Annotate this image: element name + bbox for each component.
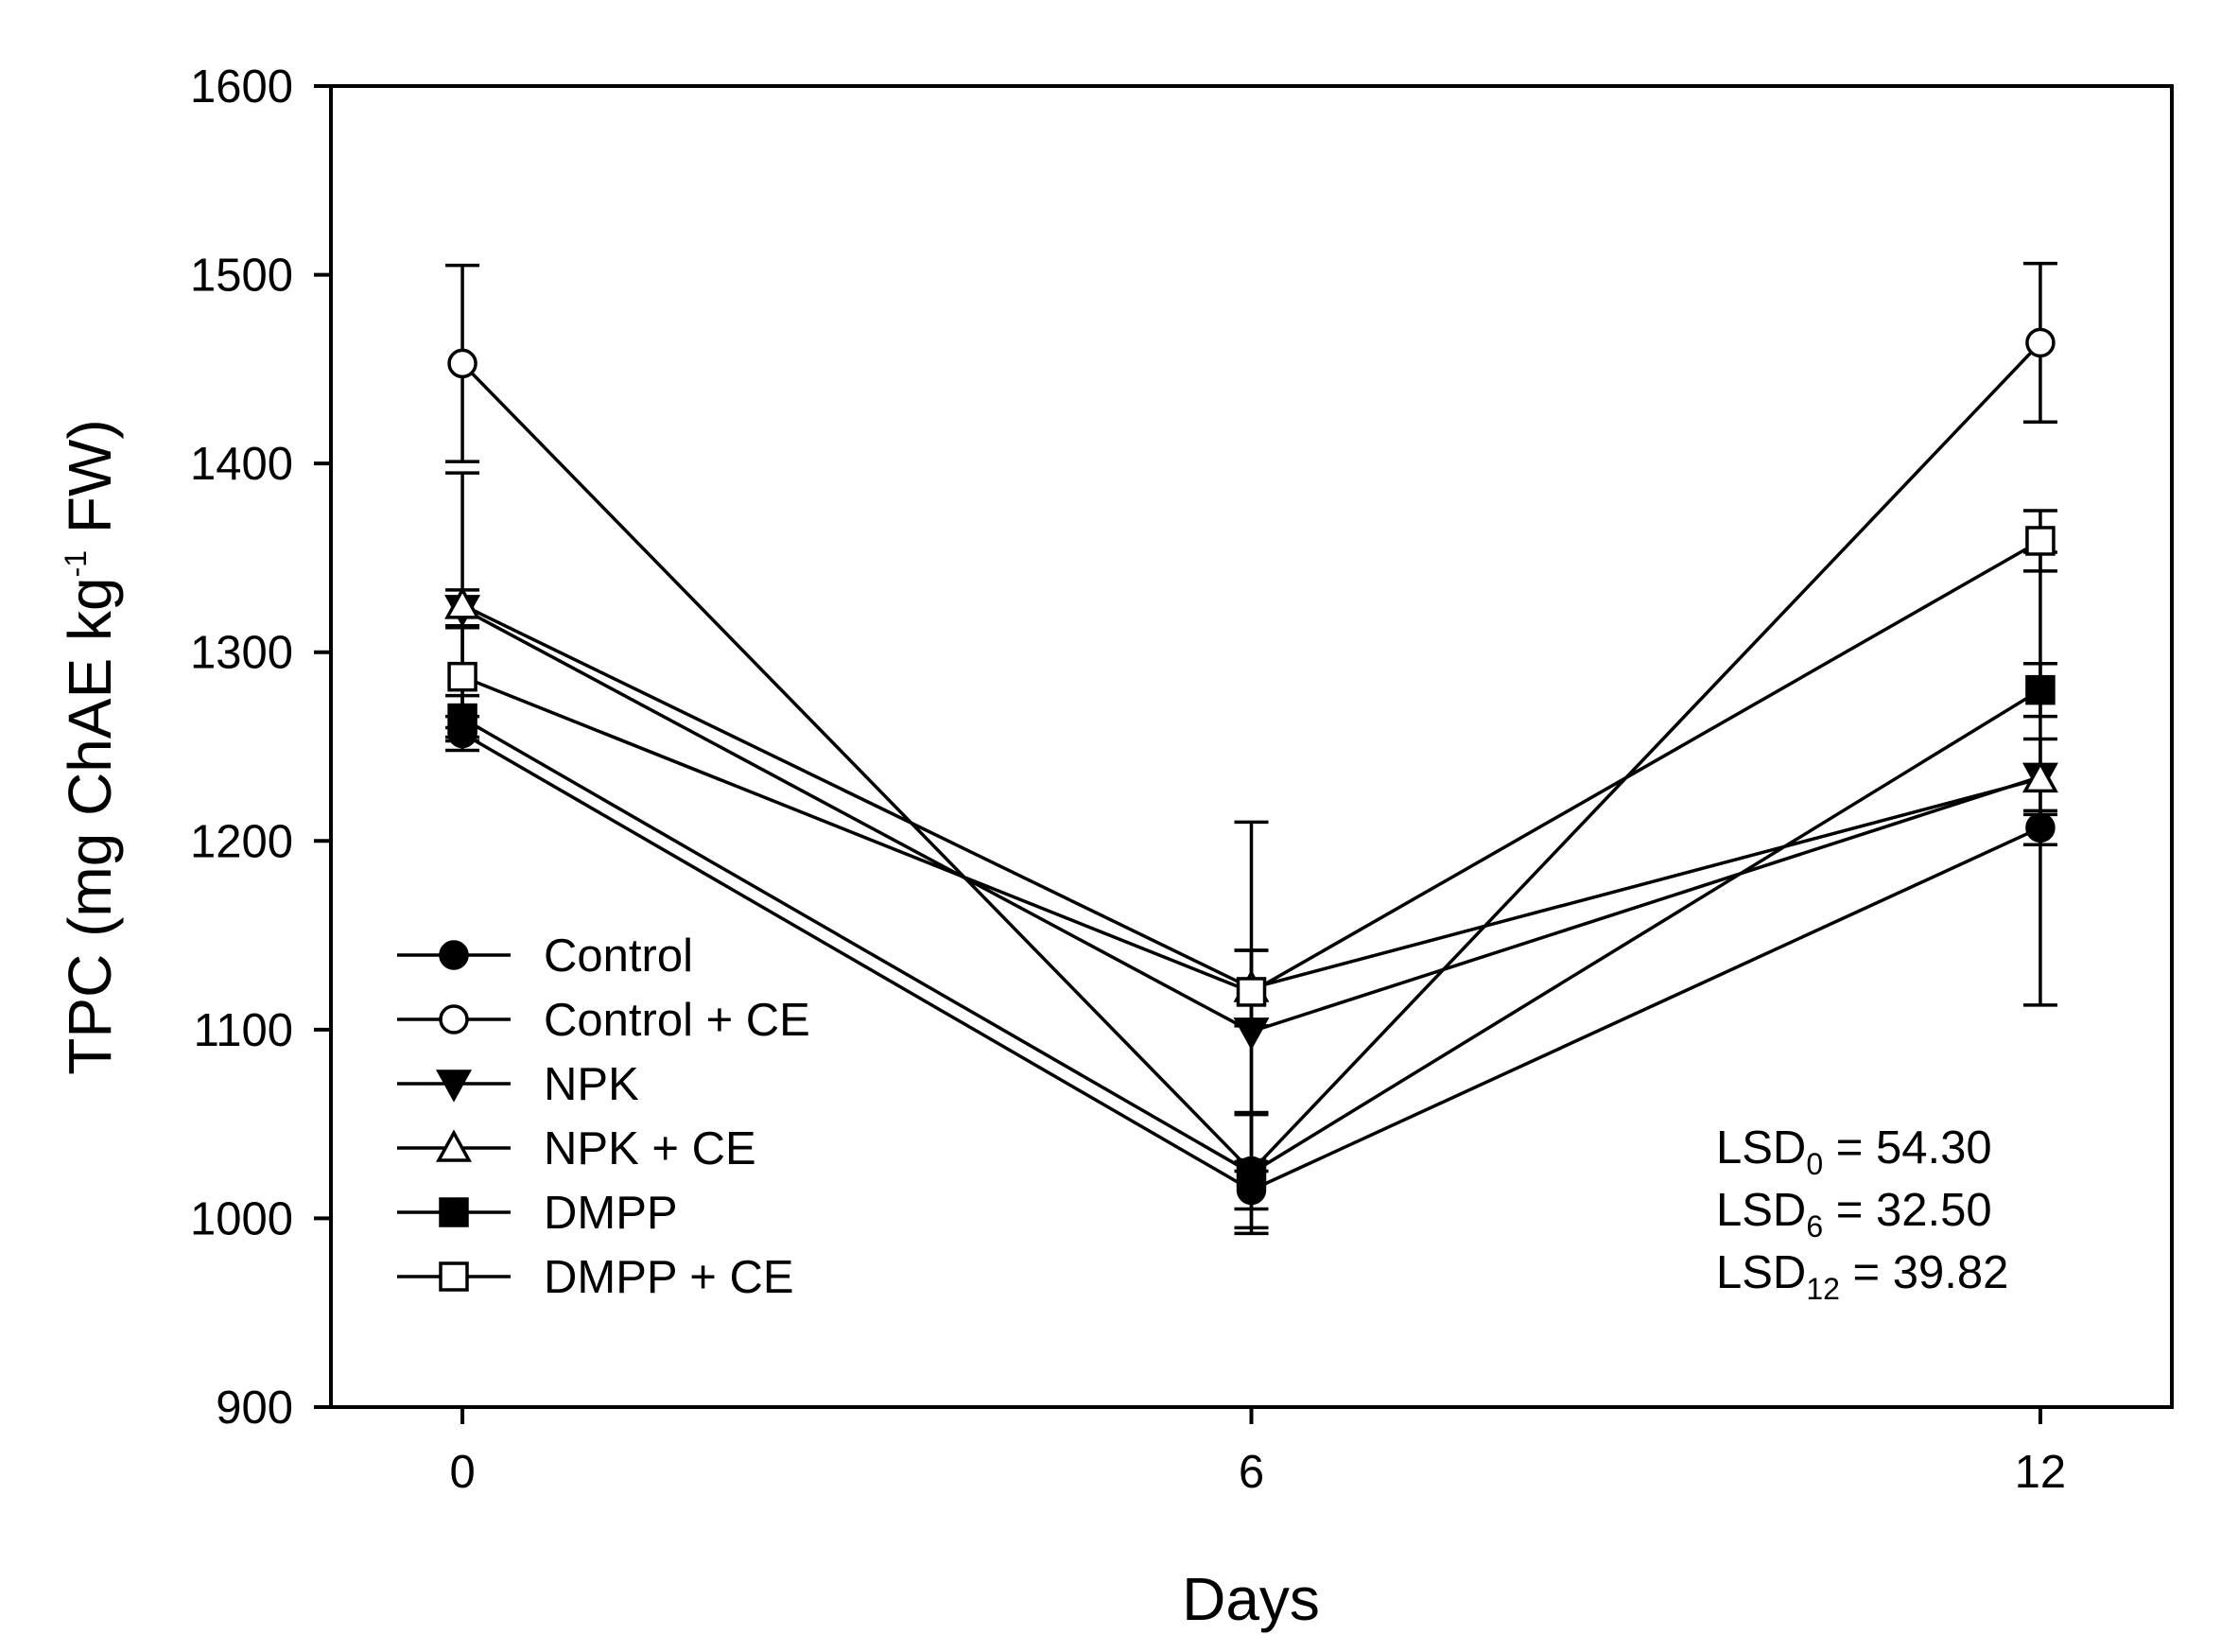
- legend-label: NPK: [544, 1059, 639, 1110]
- x-axis-ticks: 0 6 12: [449, 1407, 2066, 1498]
- legend-marker: [436, 1069, 472, 1103]
- y-tick-label: 1600: [190, 61, 293, 113]
- lsd-annotation: LSD12 = 39.82: [1716, 1247, 2008, 1306]
- y-tick-label: 1000: [190, 1193, 293, 1244]
- y-tick-label: 1500: [190, 251, 293, 302]
- data-point: [447, 703, 477, 734]
- data-point: [2025, 812, 2056, 843]
- legend-label: NPK + CE: [544, 1123, 756, 1174]
- series-markers: [444, 327, 2058, 1206]
- data-point: [444, 586, 481, 619]
- data-point: [2021, 759, 2058, 793]
- data-point: [2025, 526, 2056, 556]
- legend: Control Control + CE NPK NPK + CE DMPP DMPP +…: [397, 930, 810, 1303]
- y-axis-title-main: TPC (mg ChAE kg: [56, 577, 124, 1074]
- legend-label: Control: [544, 930, 693, 982]
- data-point: [1236, 1157, 1267, 1189]
- y-tick-label: 1300: [190, 628, 293, 679]
- lsd-annotations: LSD0 = 54.30 LSD6 = 32.50 LSD12 = 39.82: [1716, 1122, 2008, 1306]
- legend-marker: [439, 940, 469, 970]
- legend-marker: [439, 1004, 469, 1035]
- y-tick-label: 1400: [190, 439, 293, 490]
- y-axis-title: TPC (mg ChAE kg-1 FW): [56, 419, 124, 1074]
- error-bars: [445, 261, 2057, 1236]
- x-tick-label: 0: [449, 1447, 475, 1498]
- lsd-annotation: LSD6 = 32.50: [1716, 1185, 1992, 1243]
- x-tick-label: 12: [2015, 1447, 2067, 1498]
- lsd-annotation: LSD0 = 54.30: [1716, 1122, 1992, 1181]
- x-tick-label: 6: [1239, 1447, 1264, 1498]
- legend-marker: [439, 1261, 469, 1292]
- y-tick-label: 1100: [194, 1005, 293, 1056]
- y-axis-title-sup: -1: [59, 550, 93, 577]
- data-point: [2025, 327, 2056, 358]
- legend-marker: [436, 1129, 472, 1162]
- legend-label: Control + CE: [544, 995, 810, 1046]
- legend-label: DMPP + CE: [544, 1252, 794, 1303]
- y-axis-title-tail: FW): [56, 419, 124, 550]
- y-axis-ticks: 900 1000 1100 1200 1300 1400 1500 1600: [190, 61, 331, 1434]
- y-tick-label: 900: [216, 1382, 293, 1434]
- data-point: [447, 661, 477, 692]
- legend-label: DMPP: [544, 1188, 678, 1239]
- legend-marker: [439, 1197, 469, 1227]
- data-point: [1233, 1017, 1270, 1051]
- data-point: [447, 348, 477, 379]
- data-point: [2025, 674, 2056, 705]
- x-axis-title: Days: [1182, 1565, 1320, 1633]
- y-tick-label: 1200: [190, 816, 293, 867]
- data-point: [1236, 977, 1267, 1007]
